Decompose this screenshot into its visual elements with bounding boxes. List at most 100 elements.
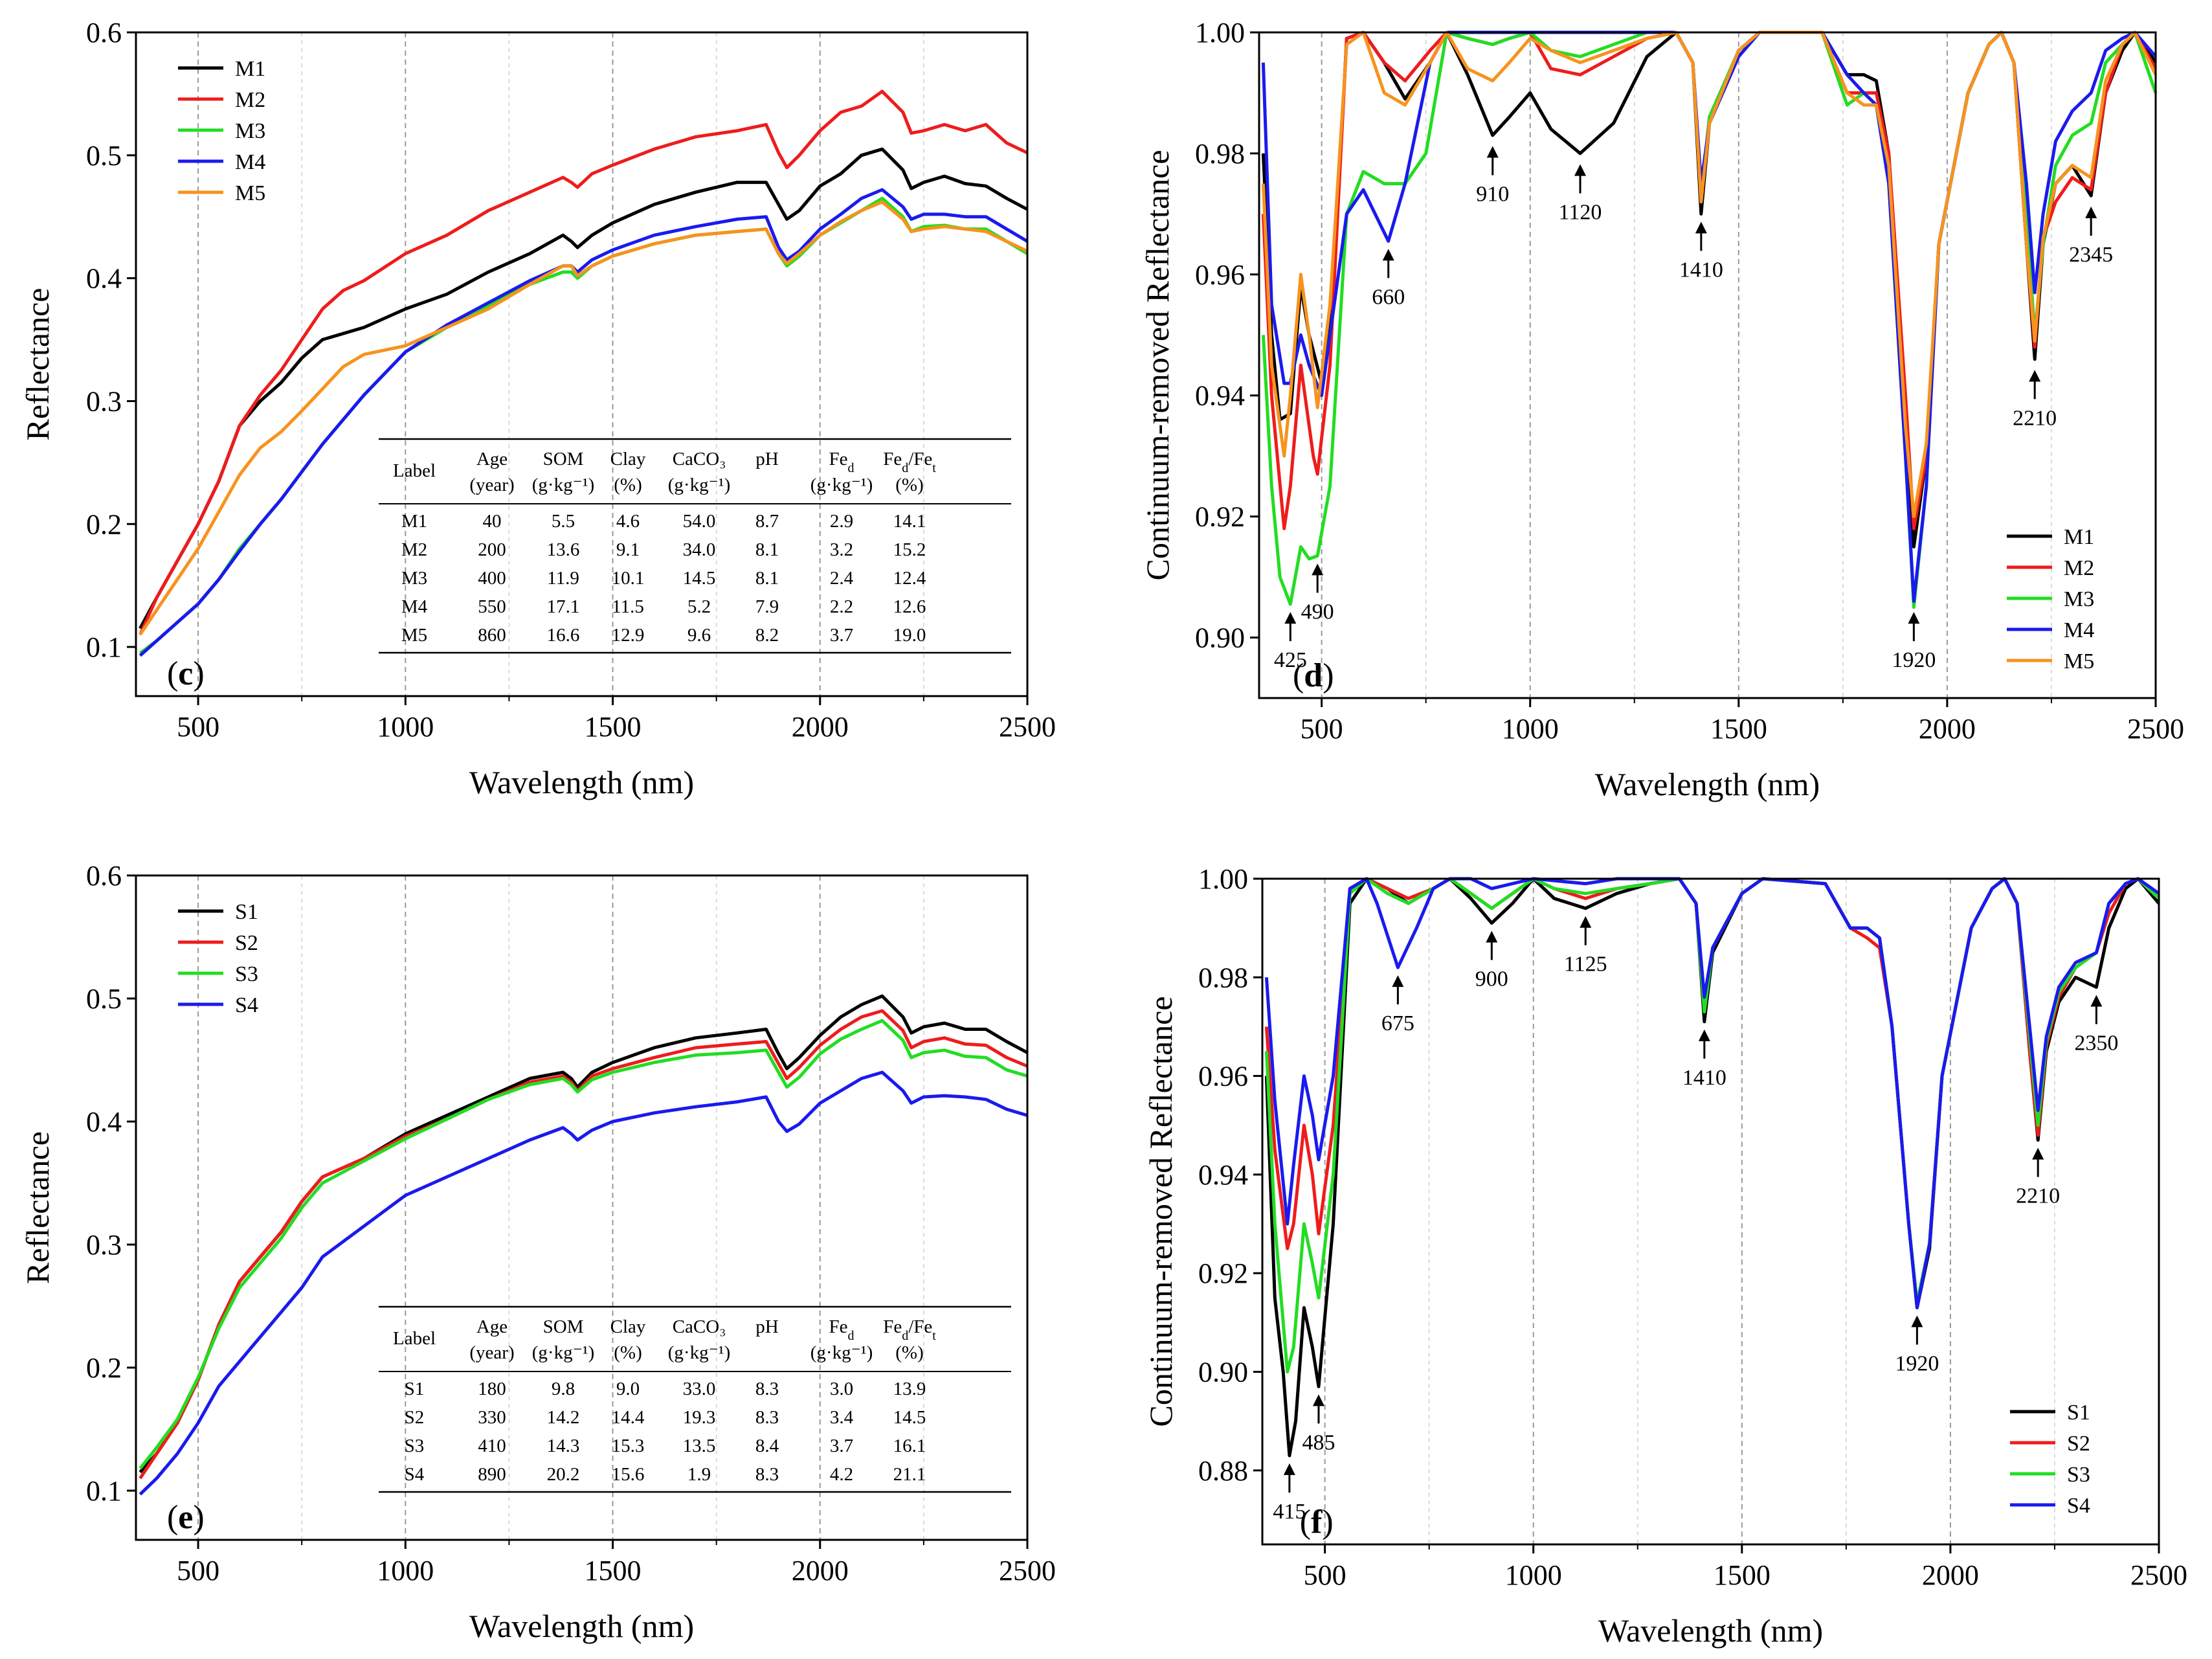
tspan: e — [178, 1499, 193, 1536]
legend: M1 M2 M3 M4 M5 — [2007, 525, 2094, 673]
x-tick-label: 2000 — [1919, 713, 1976, 745]
tspan: t — [932, 461, 936, 475]
legend-label-M3: M3 — [235, 119, 265, 143]
panel-label: (c) — [167, 655, 205, 692]
annotation-label-675: 675 — [1381, 1011, 1414, 1035]
annotation-label-1410: 1410 — [1682, 1066, 1726, 1090]
annotation-label-2350: 2350 — [2074, 1032, 2118, 1055]
table-header-unit: (%) — [614, 1342, 642, 1363]
table-header-main: Fed/Fet — [883, 449, 936, 475]
table-cell: S2 — [405, 1407, 425, 1428]
y-axis-label: Reflectance — [19, 1131, 56, 1284]
table-header-main: Age — [476, 449, 508, 469]
table-cell: 3.0 — [830, 1379, 853, 1399]
annotation-label-1125: 1125 — [1564, 953, 1607, 976]
annotation-label-1410: 1410 — [1679, 258, 1723, 282]
tspan: ) — [1323, 657, 1334, 694]
table-cell: 11.9 — [547, 568, 579, 589]
tspan: ( — [1293, 657, 1304, 694]
tspan: Fe — [883, 449, 902, 469]
table-cell: 13.5 — [683, 1436, 716, 1456]
table-cell: 550 — [478, 596, 506, 617]
y-tick-label: 0.92 — [1198, 1258, 1248, 1289]
table-cell: 21.1 — [893, 1464, 926, 1485]
table-cell: 8.1 — [755, 568, 779, 589]
annotation-label-1920: 1920 — [1895, 1351, 1939, 1375]
legend-label-S2: S2 — [2067, 1432, 2090, 1456]
y-tick-label: 0.1 — [86, 1475, 122, 1507]
table-cell: 15.3 — [612, 1436, 645, 1456]
series-line-M5 — [1261, 30, 2158, 519]
table-cell: 34.0 — [683, 539, 716, 560]
y-tick-label: 0.96 — [1195, 259, 1245, 291]
annotation-label-2345: 2345 — [2069, 243, 2113, 267]
table-cell: 4.2 — [830, 1464, 853, 1485]
annotation-arrowhead — [2090, 995, 2103, 1007]
table-cell: 10.1 — [612, 568, 645, 589]
table-header-main: CaCO₃ — [673, 449, 726, 469]
annotation-arrowhead — [1284, 612, 1297, 624]
x-tick-label: 2500 — [999, 711, 1056, 743]
annotation-arrowhead — [1574, 164, 1587, 176]
annotation-arrowhead — [1392, 975, 1404, 988]
legend: S1 S2 S3 S4 — [178, 900, 258, 1017]
y-tick-label: 0.98 — [1198, 962, 1248, 993]
y-axis-label: Continuum-removed Reflectance — [1143, 996, 1179, 1427]
y-tick-label: 0.94 — [1198, 1159, 1248, 1191]
series-line-M4 — [1261, 30, 2157, 603]
table-cell: 12.4 — [893, 568, 926, 589]
legend-label-M1: M1 — [235, 57, 265, 81]
table-cell: 3.2 — [830, 539, 853, 560]
table-cell: 17.1 — [547, 596, 580, 617]
annotation-arrowhead — [2085, 207, 2097, 218]
tspan: Fe — [829, 1316, 848, 1337]
x-tick-label: 1000 — [1502, 713, 1559, 745]
table-cell: 19.3 — [683, 1407, 716, 1428]
table-cell: 14.5 — [683, 568, 716, 589]
y-tick-label: 0.98 — [1195, 138, 1245, 170]
x-tick-label: 1500 — [1714, 1559, 1771, 1591]
chart-panel-f: 500 1000 1500 2000 2500 0.88 0.90 0.92 0.94 0.96 0… — [1143, 863, 2187, 1649]
table-cell: M3 — [401, 568, 427, 589]
table-cell: M5 — [401, 625, 427, 646]
y-tick-label: 0.96 — [1198, 1061, 1248, 1092]
annotation-label-1920: 1920 — [1892, 648, 1936, 672]
table-cell: 12.6 — [893, 596, 926, 617]
table-header-main: SOM — [543, 1316, 584, 1337]
table-cell: 14.3 — [547, 1436, 580, 1456]
table-header-main: Age — [476, 1316, 508, 1337]
annotation-arrowhead — [1580, 916, 1592, 928]
table-header-unit: (g·kg⁻¹) — [668, 475, 730, 495]
table-header-main: Fed — [829, 1316, 855, 1343]
table-cell: 1.9 — [687, 1464, 711, 1485]
x-tick-label: 500 — [1304, 1559, 1346, 1591]
y-axis-label: Reflectance — [19, 288, 56, 441]
table-cell: 54.0 — [683, 511, 716, 532]
tspan: Fe — [883, 1316, 902, 1337]
table-header-main: pH — [755, 1316, 779, 1337]
table-cell: 180 — [478, 1379, 506, 1399]
table-cell: 8.4 — [755, 1436, 779, 1456]
tspan: d — [848, 1329, 855, 1343]
table-cell: 8.3 — [755, 1464, 779, 1485]
x-tick-label: 2000 — [792, 711, 849, 743]
annotation-label-485: 485 — [1302, 1430, 1335, 1454]
tspan: ( — [167, 1499, 178, 1536]
y-tick-label: 0.88 — [1198, 1455, 1248, 1487]
table-header-label: Label — [393, 460, 436, 481]
table-cell: 8.3 — [755, 1407, 779, 1428]
table-cell: 14.5 — [893, 1407, 926, 1428]
series-line-M4 — [139, 188, 1029, 657]
x-tick-label: 1000 — [1505, 1559, 1562, 1591]
table-cell: 2.9 — [830, 511, 853, 532]
y-tick-label: 0.94 — [1195, 380, 1245, 412]
y-tick-label: 0.5 — [86, 140, 122, 172]
legend-label-S1: S1 — [235, 900, 258, 924]
table-cell: S1 — [405, 1379, 425, 1399]
table-cell: 15.6 — [612, 1464, 645, 1485]
table-header-unit: (g·kg⁻¹) — [532, 1342, 594, 1363]
table-header-unit: (year) — [469, 1342, 514, 1363]
x-tick-label: 500 — [1301, 713, 1343, 745]
legend-label-M2: M2 — [2064, 556, 2094, 580]
